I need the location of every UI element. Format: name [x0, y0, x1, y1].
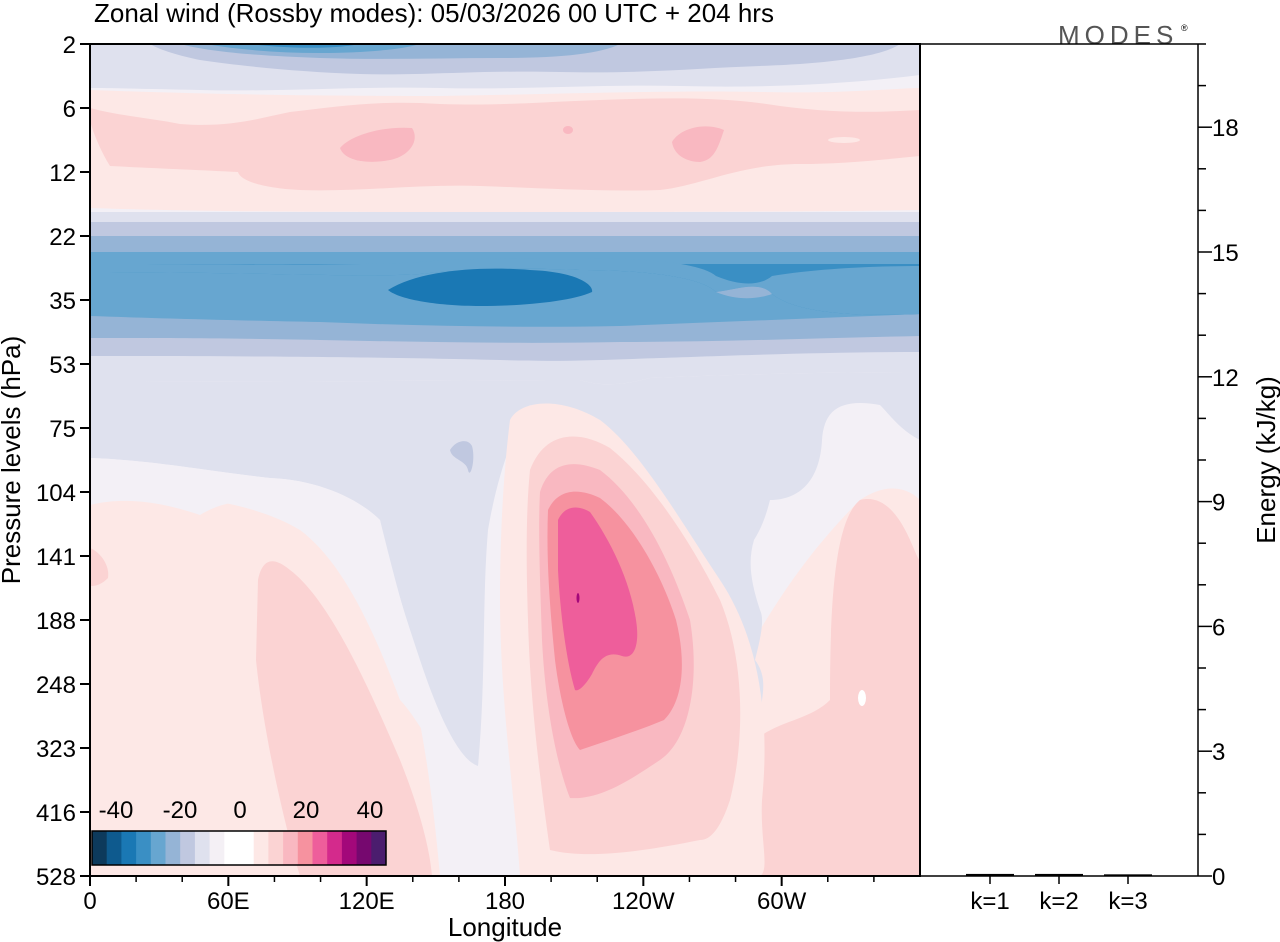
colorbar-label: 20	[293, 797, 320, 824]
colorbar-cell	[371, 831, 387, 865]
energy-categories: k=1 k=2 k=3	[970, 876, 1148, 915]
colorbar-cell	[92, 831, 108, 865]
contour-mid-easterly-light	[90, 458, 460, 762]
contour-band-white	[828, 137, 860, 143]
x-tick-label: 120E	[339, 888, 395, 915]
energy-bar	[1104, 874, 1152, 876]
x-tick-label: 60W	[757, 888, 807, 915]
y2-axis-label: Energy (kJ/kg)	[1251, 376, 1280, 544]
y-tick-label: 104	[36, 480, 76, 507]
y-axis-label: Pressure levels (hPa)	[0, 336, 26, 585]
colorbar-cell	[194, 831, 211, 865]
x-tick-label: 120W	[612, 888, 675, 915]
colorbar-cell	[239, 831, 255, 865]
energy-tick-label: 12	[1212, 365, 1239, 392]
contour-max-core	[576, 593, 580, 603]
energy-tick-label: 18	[1212, 115, 1239, 142]
contour-band-light	[90, 98, 920, 191]
energy-category-label: k=2	[1039, 888, 1078, 915]
y-tick-label: 53	[49, 352, 76, 379]
x-tick-label: 60E	[207, 888, 250, 915]
contour-jet-gap	[90, 258, 920, 315]
y-tick-label: 248	[36, 672, 76, 699]
y-tick-label: 12	[49, 160, 76, 187]
colorbar-cell	[106, 831, 122, 865]
y-tick-label: 2	[63, 32, 76, 59]
contour-band-inner	[340, 127, 415, 162]
energy-bar	[1035, 873, 1083, 876]
colorbar-label: 0	[233, 797, 246, 824]
modes-logo: MODES	[1058, 20, 1178, 50]
longitude-axis: 0 60E 120E 180 120W 60W	[83, 876, 875, 915]
y-tick-label: 141	[36, 544, 76, 571]
colorbar-cell	[150, 831, 166, 865]
y-tick-label: 188	[36, 608, 76, 635]
colorbar-cell	[136, 831, 152, 865]
energy-bars	[966, 873, 1152, 876]
y-tick-label: 528	[36, 864, 76, 891]
colorbar-label: -20	[163, 797, 198, 824]
energy-panel: 0 3 6 9 12 15 18 k=1 k=2 k=3	[920, 43, 1239, 915]
contour-max-5	[558, 507, 638, 691]
colorbar-frame	[91, 830, 387, 866]
x-tick-label: 0	[83, 888, 96, 915]
colorbar-cell	[224, 831, 240, 865]
energy-tick-label: 3	[1212, 739, 1225, 766]
colorbar-cell	[341, 831, 358, 865]
colorbar-cell	[297, 831, 313, 865]
energy-tick-label: 0	[1212, 864, 1225, 891]
y-tick-label: 6	[63, 96, 76, 123]
energy-tick-label: 9	[1212, 490, 1225, 517]
colorbar-cell	[121, 831, 137, 865]
y-tick-label: 416	[36, 800, 76, 827]
colorbar-cell	[180, 831, 196, 865]
wind-contour-field	[90, 44, 920, 876]
energy-tick-label: 15	[1212, 240, 1239, 267]
colorbar-cell	[356, 831, 372, 865]
contour-lower-light-east	[755, 499, 920, 876]
contour-mid-easterly-dark	[450, 441, 474, 473]
contour-band-inner-east	[672, 126, 724, 162]
y-tick-label: 35	[49, 288, 76, 315]
contour-west-edge	[90, 548, 109, 586]
y-tick-label: 75	[49, 416, 76, 443]
colorbar-cell	[312, 831, 328, 865]
contour-small-white	[858, 690, 866, 706]
chart-title: Zonal wind (Rossby modes): 05/03/2026 00…	[94, 0, 774, 28]
x-axis-label: Longitude	[448, 912, 562, 942]
colorbar-cell	[209, 831, 225, 865]
energy-bar	[966, 873, 1014, 876]
colorbar-label: -40	[99, 797, 134, 824]
y-tick-label: 323	[36, 736, 76, 763]
colorbar-cell	[165, 831, 181, 865]
contour-lower-light	[256, 561, 432, 876]
colorbar-cell	[283, 831, 299, 865]
contour-band-dot	[563, 126, 573, 134]
pressure-axis: 2 6 12 22 35 53 75 104 141 188 248 323 416 528	[36, 32, 90, 891]
colorbar-cell	[253, 831, 269, 865]
energy-tick-label: 6	[1212, 614, 1225, 641]
contour-top-easterly-4	[205, 44, 420, 53]
y-tick-label: 22	[49, 224, 76, 251]
energy-axis: 0 3 6 9 12 15 18	[1198, 43, 1239, 891]
energy-category-label: k=1	[970, 888, 1009, 915]
energy-category-label: k=3	[1108, 888, 1147, 915]
logo-registered-mark: ®	[1181, 23, 1188, 33]
contour-jet-core	[388, 268, 593, 306]
colorbar-label: 40	[357, 797, 384, 824]
colorbar: -40 -20 0 20 40	[91, 797, 387, 866]
contour-jet-wedge	[716, 286, 772, 299]
colorbar-cell	[268, 831, 284, 865]
x-tick-label: 180	[485, 888, 525, 915]
colorbar-cell	[327, 831, 343, 865]
